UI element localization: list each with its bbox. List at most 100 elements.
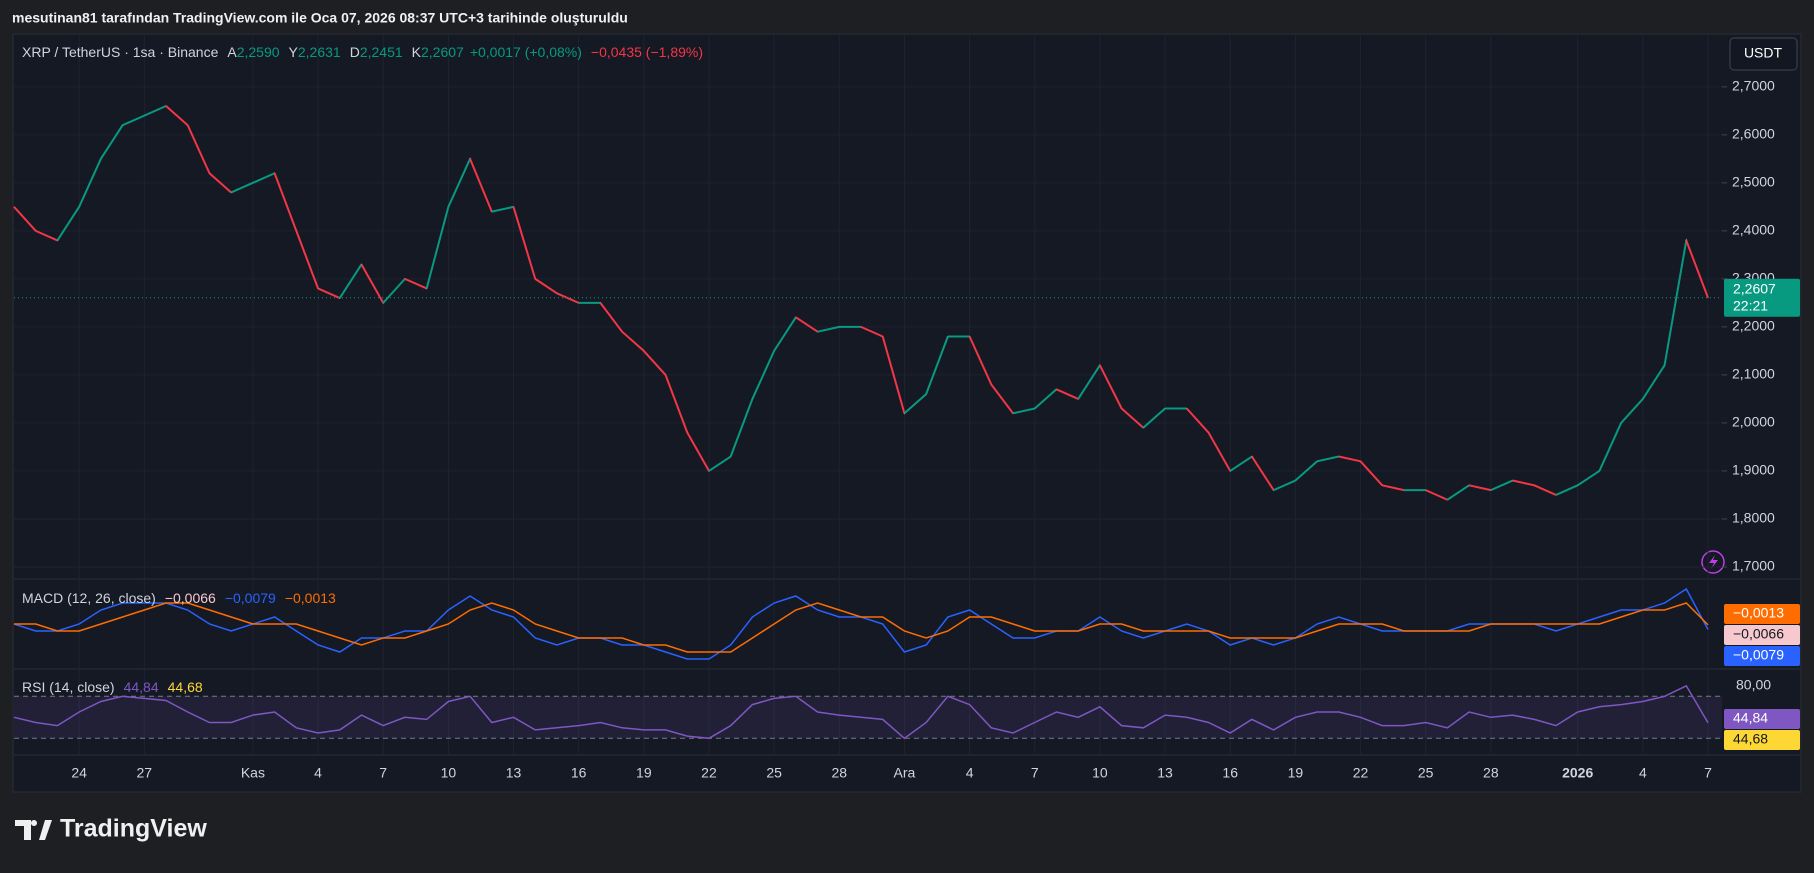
price-move xyxy=(512,206,537,280)
x-tick-label: 16 xyxy=(1222,765,1238,781)
rsi-legend: RSI (14, close) 44,84 44,68 xyxy=(22,679,203,695)
price-move xyxy=(903,393,927,415)
macd-value-label: −0,0013 xyxy=(1733,605,1784,621)
price-move xyxy=(751,350,776,400)
currency-button[interactable] xyxy=(1729,37,1798,71)
price-move xyxy=(1577,470,1600,487)
rsi-value: 44,84 xyxy=(124,679,159,695)
logo: TradingView xyxy=(15,815,207,843)
legend-change: +0,0017 (+0,08%) xyxy=(470,44,582,60)
caption: mesutinan81 tarafından TradingView.com i… xyxy=(12,10,628,26)
price-move xyxy=(295,230,319,289)
x-tick-label: Kas xyxy=(241,765,265,781)
rsi-value-label: 44,68 xyxy=(1733,731,1768,747)
price-move xyxy=(1207,432,1232,472)
legend-value: 2,2451 xyxy=(360,44,403,60)
price-move xyxy=(708,455,732,472)
price-move xyxy=(729,398,754,457)
x-tick-label: 13 xyxy=(1157,765,1173,781)
countdown: 22:21 xyxy=(1733,297,1768,313)
x-tick-label: 10 xyxy=(1092,765,1108,781)
price-move xyxy=(1446,484,1470,501)
price-move xyxy=(599,302,623,333)
price-move xyxy=(317,287,341,299)
macd-value-label: −0,0079 xyxy=(1733,647,1784,663)
price-move xyxy=(469,158,493,213)
legend-key: D xyxy=(350,44,360,60)
legend-change-day: −0,0435 (−1,89%) xyxy=(591,44,703,60)
price-move xyxy=(1382,484,1405,492)
chart-frame xyxy=(12,33,1802,793)
x-tick-label: 10 xyxy=(441,765,457,781)
rsi-value-box xyxy=(1724,709,1800,729)
series-line xyxy=(13,684,1709,740)
price-move xyxy=(230,181,254,194)
price-move xyxy=(1359,460,1383,487)
price-move xyxy=(1077,364,1101,400)
y-tick-label: 1,9000 xyxy=(1732,462,1775,478)
x-tick-label: 7 xyxy=(1704,765,1712,781)
macd-value-box xyxy=(1724,604,1800,624)
macd-value-box xyxy=(1724,625,1800,645)
price-move xyxy=(643,350,667,376)
price-move xyxy=(925,336,949,395)
legend-value: 2,2607 xyxy=(421,44,464,60)
price-move xyxy=(1294,460,1318,482)
price-move xyxy=(1338,455,1361,463)
x-tick-label: 19 xyxy=(1288,765,1304,781)
rsi-value-label: 44,84 xyxy=(1733,710,1768,726)
price-move xyxy=(1142,407,1166,429)
price-move xyxy=(1186,407,1210,434)
x-tick-label: 24 xyxy=(71,765,87,781)
x-tick-label: 2026 xyxy=(1562,765,1593,781)
macd-value-box xyxy=(1724,646,1800,666)
y-tick-label: 80,00 xyxy=(1736,676,1771,692)
price-move xyxy=(447,158,471,208)
price-move xyxy=(13,206,37,232)
price-move xyxy=(1251,455,1275,491)
macd-value: −0,0066 xyxy=(165,590,216,606)
x-tick-label: 22 xyxy=(1353,765,1369,781)
price-move xyxy=(1425,489,1448,501)
currency: USDT xyxy=(1744,45,1783,61)
macd-title: MACD (12, 26, close) xyxy=(22,590,156,606)
price-move xyxy=(1490,479,1513,492)
legend-value: 2,2590 xyxy=(237,44,280,60)
price-move xyxy=(360,263,385,304)
price-move xyxy=(491,205,514,213)
price-move xyxy=(1056,388,1079,400)
price-move xyxy=(621,330,645,352)
price-move xyxy=(1034,388,1058,410)
price-move xyxy=(1598,422,1623,472)
x-tick-label: Ara xyxy=(894,765,916,781)
x-tick-label: 16 xyxy=(571,765,587,781)
y-tick-label: 2,6000 xyxy=(1732,126,1775,142)
price-move xyxy=(773,316,797,352)
legend-title: XRP / TetherUS · 1sa · Binance xyxy=(22,44,219,60)
y-tick-label: 2,0000 xyxy=(1732,414,1775,430)
price-move xyxy=(990,383,1014,414)
price-move xyxy=(1533,484,1557,496)
macd-value: −0,0013 xyxy=(285,590,336,606)
price-move xyxy=(795,316,819,333)
price-move xyxy=(556,292,580,304)
x-tick-label: 27 xyxy=(137,765,153,781)
price-move xyxy=(208,172,232,194)
macd-value-label: −0,0066 xyxy=(1733,626,1784,642)
price-move xyxy=(1120,407,1144,429)
price-move xyxy=(425,206,450,289)
price-move xyxy=(122,114,145,127)
legend-key: Y xyxy=(289,44,299,60)
x-tick-label: 4 xyxy=(314,765,322,781)
alert-icon[interactable] xyxy=(1701,550,1725,574)
price-move xyxy=(186,124,211,174)
price-move xyxy=(273,172,298,232)
price-move xyxy=(78,158,102,208)
x-tick-label: 22 xyxy=(701,765,717,781)
x-tick-label: 4 xyxy=(1639,765,1647,781)
price-move xyxy=(252,172,276,184)
price-move xyxy=(1555,484,1579,496)
y-tick-label: 2,1000 xyxy=(1732,366,1775,382)
logo-mark xyxy=(15,820,52,840)
